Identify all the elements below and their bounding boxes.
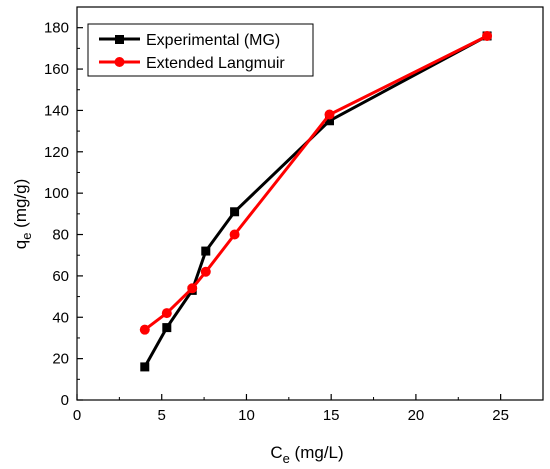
- y-tick-label: 60: [52, 268, 69, 285]
- x-tick-label: 15: [323, 407, 340, 424]
- legend-box: [87, 23, 314, 77]
- x-axis-title: Ce (mg/L): [270, 443, 343, 466]
- series-line: [143, 34, 488, 368]
- x-tick-label: 20: [408, 407, 425, 424]
- x-tick-label: 10: [238, 407, 255, 424]
- data-point: [200, 266, 211, 277]
- series-experimental: [140, 31, 492, 372]
- legend-marker-experimental: [115, 35, 124, 44]
- data-point: [140, 362, 150, 372]
- y-axis: 0 20 40 60 80 100 120 140 160 180: [44, 20, 83, 409]
- y-tick-label: 120: [44, 144, 69, 161]
- data-point: [324, 116, 334, 126]
- y-tick-label: 80: [52, 227, 69, 244]
- data-point: [324, 109, 335, 120]
- x-tick-label: 0: [73, 407, 81, 424]
- data-point: [139, 324, 150, 335]
- plot-frame: [76, 6, 544, 401]
- legend-label-langmuir: Extended Langmuir: [146, 55, 285, 72]
- legend-marker-langmuir: [114, 57, 125, 67]
- data-point: [187, 283, 198, 294]
- y-tick-label: 0: [61, 392, 69, 409]
- data-point: [162, 323, 172, 333]
- y-tick-label: 20: [52, 351, 69, 368]
- x-tick-label: 25: [492, 407, 509, 424]
- legend-label-experimental: Experimental (MG): [146, 32, 280, 49]
- x-tick-label: 5: [158, 407, 166, 424]
- data-point: [229, 229, 240, 240]
- legend: Experimental (MG) Extended Langmuir: [87, 23, 314, 77]
- y-tick-label: 100: [44, 185, 69, 202]
- data-point: [201, 246, 211, 256]
- y-tick-label: 40: [52, 309, 69, 326]
- y-tick-label: 180: [44, 20, 69, 37]
- x-axis: 0 5 10 15 20 25: [73, 394, 509, 424]
- y-tick-label: 140: [44, 102, 69, 119]
- y-axis-title: qe (mg/g): [11, 179, 34, 250]
- data-point: [230, 207, 240, 217]
- data-point: [161, 308, 172, 319]
- series-langmuir: [139, 30, 493, 335]
- y-tick-label: 160: [44, 61, 69, 78]
- data-point: [482, 30, 493, 41]
- series-layer: [139, 30, 493, 372]
